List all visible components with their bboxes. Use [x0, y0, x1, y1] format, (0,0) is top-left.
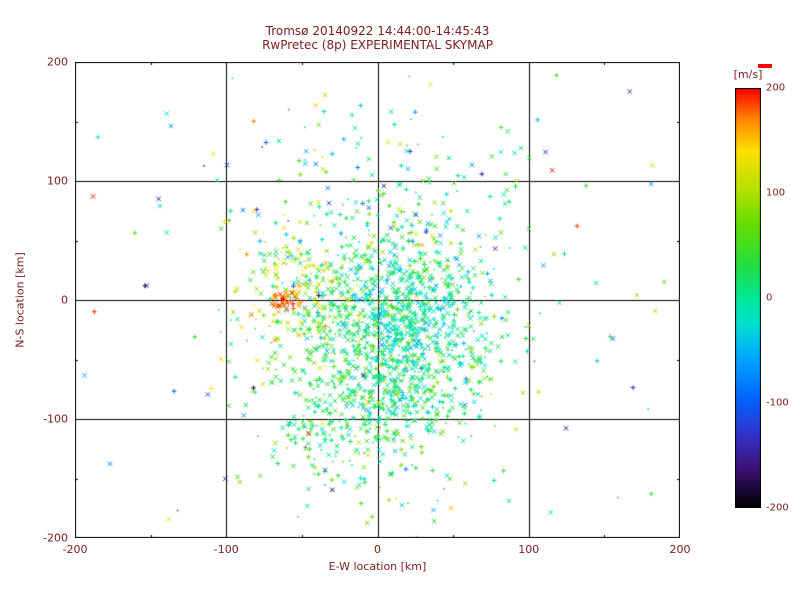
colorbar-unit-label: [m/s] — [733, 68, 763, 81]
skymap-canvas — [75, 62, 680, 538]
x-tick-label: 200 — [669, 543, 691, 556]
y-tick-label: 0 — [61, 293, 68, 307]
x-tick-label: 100 — [518, 543, 540, 556]
y-tick-label: -200 — [43, 531, 68, 545]
y-tick-label: 200 — [47, 55, 68, 69]
colorbar-tick-label: 100 — [766, 187, 786, 199]
x-axis-label: E-W location [km] — [328, 560, 427, 573]
y-axis-label: N-S location [km] — [13, 252, 27, 348]
plot-title: Tromsø 20140922 14:44:00-14:45:43 — [265, 24, 490, 38]
x-tick-label: -100 — [213, 543, 239, 556]
colorbar-top-marker-icon — [758, 64, 772, 68]
plot-subtitle: RwPretec (8p) EXPERIMENTAL SKYMAP — [262, 38, 493, 52]
colorbar-tick-label: -100 — [766, 397, 789, 409]
x-tick-label: 0 — [374, 543, 381, 556]
colorbar-tick-label: 200 — [766, 82, 786, 94]
colorbar-tick-label: -200 — [766, 502, 789, 514]
x-tick-label: -200 — [62, 543, 88, 556]
y-tick-label: -100 — [43, 412, 68, 426]
colorbar-gradient — [735, 88, 761, 508]
y-tick-label: 100 — [47, 174, 68, 188]
colorbar-tick-label: 0 — [766, 292, 773, 304]
